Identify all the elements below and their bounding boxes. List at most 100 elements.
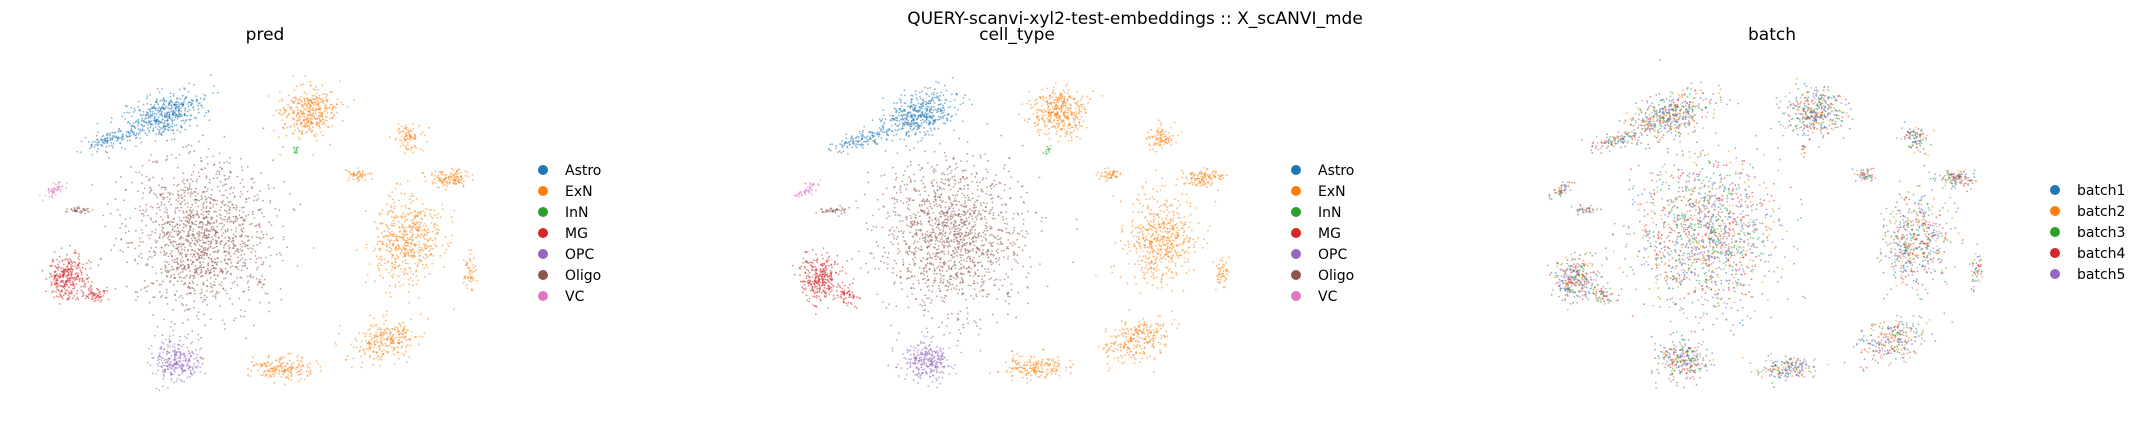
scatter-point	[246, 282, 249, 284]
scatter-point	[466, 262, 469, 264]
scatter-point	[966, 317, 968, 320]
scatter-point	[302, 365, 305, 368]
scatter-point	[366, 274, 369, 276]
scatter-point	[182, 283, 185, 286]
scatter-point	[236, 277, 238, 279]
scatter-point	[321, 99, 324, 102]
scatter-point	[44, 194, 47, 197]
scatter-point	[408, 133, 411, 135]
scatter-point	[159, 193, 161, 196]
scatter-point	[145, 203, 148, 206]
scatter-point	[189, 195, 192, 198]
scatter-point	[381, 241, 384, 244]
scatter-point	[107, 298, 110, 301]
scatter-point	[318, 94, 321, 97]
scatter-point	[315, 133, 318, 136]
scatter-point	[92, 293, 95, 296]
scatter-point	[178, 216, 181, 219]
scatter-point	[450, 171, 453, 174]
scatter-point	[977, 210, 980, 213]
scatter-point	[168, 126, 171, 129]
scatter-point	[930, 236, 933, 239]
scatter-point	[67, 291, 70, 293]
scatter-point	[190, 366, 192, 368]
scatter-point	[410, 129, 412, 132]
scatter-point	[393, 239, 395, 242]
scatter-point	[403, 332, 406, 334]
scatter-point	[993, 236, 996, 239]
scatter-point	[235, 227, 237, 230]
scatter-point	[218, 190, 221, 192]
scatter-point	[257, 266, 259, 269]
scatter-point	[166, 350, 169, 353]
scatter-point	[410, 212, 413, 214]
scatter-point	[297, 147, 300, 149]
scatter-point	[917, 229, 920, 232]
scatter-point	[192, 217, 195, 219]
scatter-point	[446, 183, 449, 185]
scatter-point	[57, 263, 59, 266]
scatter-point	[170, 110, 173, 113]
scatter-point	[75, 292, 78, 295]
scatter-point	[435, 233, 437, 235]
scatter-point	[200, 336, 203, 339]
scatter-point	[328, 106, 330, 109]
scatter-point	[374, 280, 376, 283]
scatter-point	[959, 332, 962, 335]
scatter-point	[81, 295, 84, 298]
scatter-point	[437, 213, 439, 216]
scatter-point	[124, 105, 127, 107]
scatter-point	[126, 135, 129, 138]
scatter-point	[434, 174, 436, 177]
scatter-point	[289, 192, 291, 195]
scatter-point	[344, 359, 347, 361]
scatter-point	[121, 146, 123, 149]
scatter-point	[401, 341, 403, 343]
scatter-point	[173, 381, 175, 384]
scatter-point	[308, 125, 311, 128]
scatter-point	[174, 224, 177, 227]
scatter-point	[952, 265, 954, 267]
scatter-point	[122, 250, 124, 253]
scatter-point	[142, 103, 145, 106]
scatter-point	[117, 137, 119, 140]
scatter-point	[187, 105, 190, 108]
scatter-point	[197, 236, 200, 239]
scatter-point	[877, 268, 880, 270]
scatter-point	[230, 229, 233, 231]
scatter-point	[71, 268, 74, 271]
scatter-point	[83, 280, 85, 283]
scatter-point	[929, 257, 931, 259]
scatter-point	[139, 240, 142, 243]
scatter-point	[174, 346, 176, 349]
scatter-point	[460, 179, 463, 182]
scatter-point	[137, 122, 140, 125]
scatter-point	[275, 253, 278, 256]
scatter-point	[368, 328, 371, 330]
scatter-point	[106, 136, 109, 139]
scatter-point	[168, 338, 171, 340]
scatter-point	[424, 222, 427, 225]
scatter-point	[907, 203, 910, 206]
scatter-point	[214, 261, 217, 263]
scatter-point	[468, 249, 470, 252]
scatter-point	[394, 247, 396, 250]
scatter-point	[161, 362, 164, 365]
scatter-point	[91, 298, 93, 301]
scatter-point	[164, 187, 167, 189]
scatter-point	[126, 261, 129, 264]
scatter-point	[417, 343, 420, 346]
scatter-point	[131, 242, 134, 244]
scatter-point	[210, 218, 213, 221]
scatter-point	[210, 193, 213, 196]
scatter-point	[385, 234, 387, 237]
scatter-point	[257, 198, 260, 200]
scatter-point	[173, 226, 176, 229]
scatter-point	[80, 273, 83, 276]
scatter-point	[418, 124, 421, 127]
scatter-point	[1003, 164, 1006, 167]
scatter-point	[68, 286, 70, 289]
scatter-point	[185, 96, 188, 99]
scatter-point	[179, 378, 182, 381]
